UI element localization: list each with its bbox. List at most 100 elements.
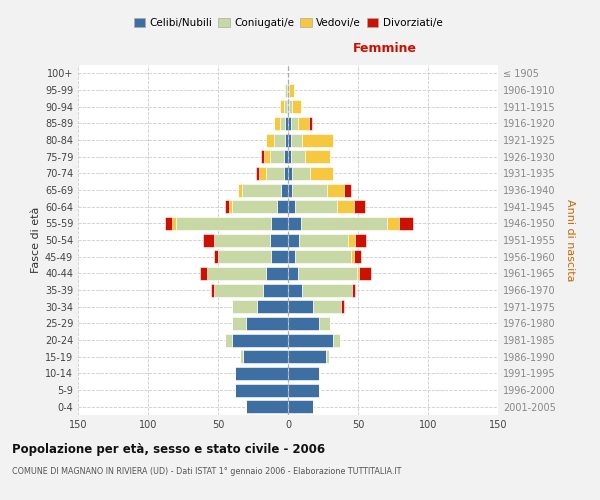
Bar	[225, 334, 232, 346]
Bar	[289, 100, 292, 113]
Bar	[310, 167, 333, 180]
Bar	[238, 184, 242, 196]
Bar	[207, 267, 266, 280]
Bar	[280, 117, 285, 130]
Bar	[319, 317, 330, 330]
Bar	[271, 250, 288, 263]
Bar	[302, 284, 352, 296]
Bar	[292, 184, 327, 196]
Bar	[235, 367, 288, 380]
Bar	[288, 234, 299, 246]
Bar	[277, 200, 288, 213]
Bar	[288, 384, 319, 396]
Text: Popolazione per età, sesso e stato civile - 2006: Popolazione per età, sesso e stato civil…	[12, 442, 325, 456]
Bar	[232, 317, 246, 330]
Bar	[298, 117, 309, 130]
Bar	[298, 267, 356, 280]
Bar	[266, 167, 284, 180]
Bar	[354, 250, 361, 263]
Bar	[288, 317, 319, 330]
Bar	[333, 334, 340, 346]
Bar	[242, 184, 281, 196]
Bar	[225, 200, 229, 213]
Bar	[355, 234, 367, 246]
Bar	[398, 217, 413, 230]
Bar	[287, 100, 288, 113]
Bar	[259, 167, 266, 180]
Bar	[203, 234, 214, 246]
Bar	[351, 250, 354, 263]
Bar	[388, 217, 398, 230]
Bar	[229, 200, 232, 213]
Bar	[289, 84, 293, 96]
Bar	[344, 184, 351, 196]
Bar	[284, 167, 288, 180]
Bar	[326, 350, 329, 363]
Bar	[211, 284, 214, 296]
Bar	[262, 150, 264, 163]
Text: Femmine: Femmine	[353, 42, 416, 54]
Y-axis label: Anni di nascita: Anni di nascita	[565, 198, 575, 281]
Y-axis label: Fasce di età: Fasce di età	[31, 207, 41, 273]
Bar	[288, 134, 291, 146]
Bar	[354, 200, 365, 213]
Bar	[288, 367, 319, 380]
Bar	[313, 300, 341, 313]
Bar	[232, 300, 257, 313]
Bar	[214, 234, 270, 246]
Bar	[288, 300, 313, 313]
Bar	[301, 217, 388, 230]
Text: COMUNE DI MAGNANO IN RIVIERA (UD) - Dati ISTAT 1° gennaio 2006 - Elaborazione TU: COMUNE DI MAGNANO IN RIVIERA (UD) - Dati…	[12, 468, 401, 476]
Bar	[246, 317, 288, 330]
Bar	[232, 334, 288, 346]
Bar	[266, 267, 288, 280]
Bar	[264, 150, 270, 163]
Bar	[263, 284, 288, 296]
Bar	[176, 217, 271, 230]
Bar	[356, 267, 359, 280]
Bar	[172, 217, 176, 230]
Bar	[309, 117, 312, 130]
Bar	[305, 150, 330, 163]
Bar	[337, 200, 354, 213]
Bar	[246, 400, 288, 413]
Bar	[352, 284, 355, 296]
Bar	[271, 217, 288, 230]
Bar	[270, 150, 284, 163]
Bar	[284, 84, 285, 96]
Bar	[285, 84, 287, 96]
Bar	[257, 300, 288, 313]
Bar	[288, 167, 292, 180]
Bar	[299, 234, 348, 246]
Bar	[295, 200, 337, 213]
Bar	[270, 234, 288, 246]
Bar	[292, 167, 310, 180]
Bar	[214, 250, 218, 263]
Bar	[288, 184, 292, 196]
Bar	[256, 167, 259, 180]
Bar	[274, 117, 280, 130]
Bar	[165, 217, 172, 230]
Bar	[292, 100, 301, 113]
Bar	[288, 250, 295, 263]
Bar	[285, 117, 288, 130]
Bar	[284, 100, 287, 113]
Bar	[287, 84, 288, 96]
Bar	[288, 84, 289, 96]
Bar	[288, 100, 289, 113]
Bar	[327, 184, 344, 196]
Bar	[288, 217, 301, 230]
Bar	[302, 134, 333, 146]
Bar	[285, 134, 288, 146]
Bar	[291, 117, 298, 130]
Bar	[288, 150, 291, 163]
Bar	[214, 284, 263, 296]
Bar	[232, 200, 277, 213]
Bar	[288, 267, 298, 280]
Bar	[288, 334, 333, 346]
Bar	[348, 234, 355, 246]
Bar	[288, 400, 313, 413]
Bar	[288, 200, 295, 213]
Legend: Celibi/Nubili, Coniugati/e, Vedovi/e, Divorziati/e: Celibi/Nubili, Coniugati/e, Vedovi/e, Di…	[130, 14, 446, 32]
Bar	[266, 134, 274, 146]
